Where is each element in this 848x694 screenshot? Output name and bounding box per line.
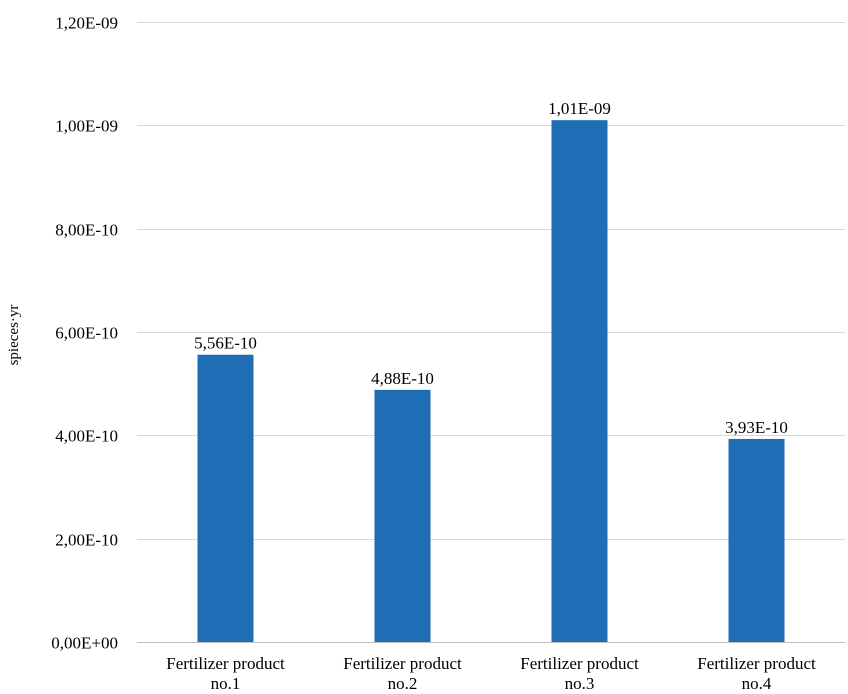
category-label-line: Fertilizer product — [166, 654, 285, 673]
category-label: Fertilizer product no.4 — [697, 654, 816, 693]
data-label: 1,01E-09 — [548, 99, 611, 118]
data-label: 5,56E-10 — [194, 334, 257, 353]
gridlines — [137, 22, 845, 643]
category-label-line: no.3 — [565, 674, 595, 693]
bars — [197, 120, 785, 642]
y-tick-label: 2,00E-10 — [55, 531, 118, 550]
category-label-line: no.4 — [742, 674, 772, 693]
category-label-line: Fertilizer product — [343, 654, 462, 673]
y-tick-label: 8,00E-10 — [55, 221, 118, 240]
category-label-line: no.1 — [211, 674, 241, 693]
category-label: Fertilizer product no.2 — [343, 654, 462, 693]
bar — [197, 354, 254, 642]
data-label: 4,88E-10 — [371, 369, 434, 388]
category-label: Fertilizer product no.3 — [520, 654, 639, 693]
y-axis-ticks: 0,00E+00 2,00E-10 4,00E-10 6,00E-10 8,00E-10… — [51, 14, 118, 653]
y-tick-label: 6,00E-10 — [55, 324, 118, 343]
category-label-line: Fertilizer product — [697, 654, 816, 673]
bar — [728, 438, 785, 642]
y-tick-label: 1,20E-09 — [55, 14, 118, 33]
category-label-line: no.2 — [388, 674, 418, 693]
y-tick-label: 1,00E-09 — [55, 117, 118, 136]
y-tick-label: 0,00E+00 — [51, 634, 118, 653]
data-labels: 5,56E-10 4,88E-10 1,01E-09 3,93E-10 — [194, 99, 788, 437]
category-label-line: Fertilizer product — [520, 654, 639, 673]
category-label: Fertilizer product no.1 — [166, 654, 285, 693]
y-axis-title: spieces·yr — [6, 305, 22, 366]
bar — [551, 120, 608, 642]
data-label: 3,93E-10 — [725, 418, 788, 437]
y-tick-label: 4,00E-10 — [55, 427, 118, 446]
bar — [374, 389, 431, 642]
